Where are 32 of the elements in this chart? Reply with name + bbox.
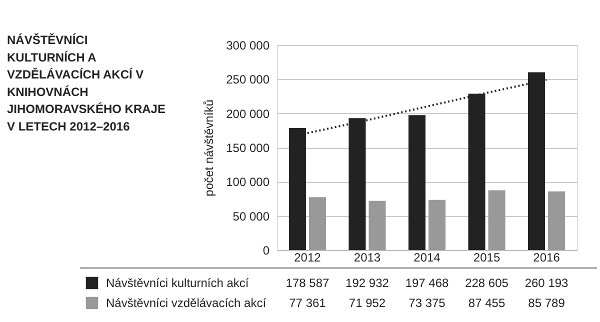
- x-tick-label: 2012: [294, 250, 322, 264]
- y-tick-label: 200 000: [226, 106, 270, 121]
- bar: [408, 115, 426, 250]
- data-label: 192 932: [346, 276, 390, 290]
- text: NÁVŠTĚVNÍCI KULTURNÍCH A VZDĚLÁVACÍCH AKCÍ V KNIHOVNÁCH JIHOMORAVSKÉHO KRAJE V LETECH 2012–2016: [7, 33, 166, 134]
- y-tick-label: 300 000: [226, 38, 270, 52]
- data-label: 87 455: [468, 296, 506, 310]
- data-label: 77 361: [289, 296, 326, 310]
- x-tick-label: 2016: [533, 250, 560, 264]
- x-tick-label: 2013: [354, 250, 381, 264]
- y-tick-label: 50 000: [232, 209, 270, 224]
- y-tick-label: 100 000: [226, 175, 270, 190]
- data-label: 197 468: [405, 276, 450, 290]
- y-tick-label: 0: [262, 244, 270, 258]
- y-tick-label: 150 000: [226, 141, 270, 155]
- legend-label: Návštěvníci vzdělávacích akcí: [106, 296, 267, 310]
- data-label: 71 952: [348, 296, 386, 310]
- data-label: 85 789: [528, 296, 566, 310]
- bar: [548, 191, 566, 250]
- data-label: 73 375: [408, 296, 446, 310]
- bar: [428, 200, 446, 250]
- data-label: 260 193: [524, 276, 569, 290]
- legend-label: Návštěvníci kulturních akcí: [106, 276, 250, 290]
- y-tick-label: 250 000: [226, 72, 270, 87]
- bar: [488, 190, 506, 250]
- x-tick-label: 2014: [414, 250, 441, 264]
- bar: [368, 200, 386, 250]
- data-label: 178 587: [286, 276, 330, 290]
- data-label: 228 605: [465, 276, 509, 290]
- x-tick-label: 2015: [473, 250, 500, 264]
- y-axis-title: počet návštěvníků: [202, 100, 216, 196]
- bar: [308, 197, 326, 250]
